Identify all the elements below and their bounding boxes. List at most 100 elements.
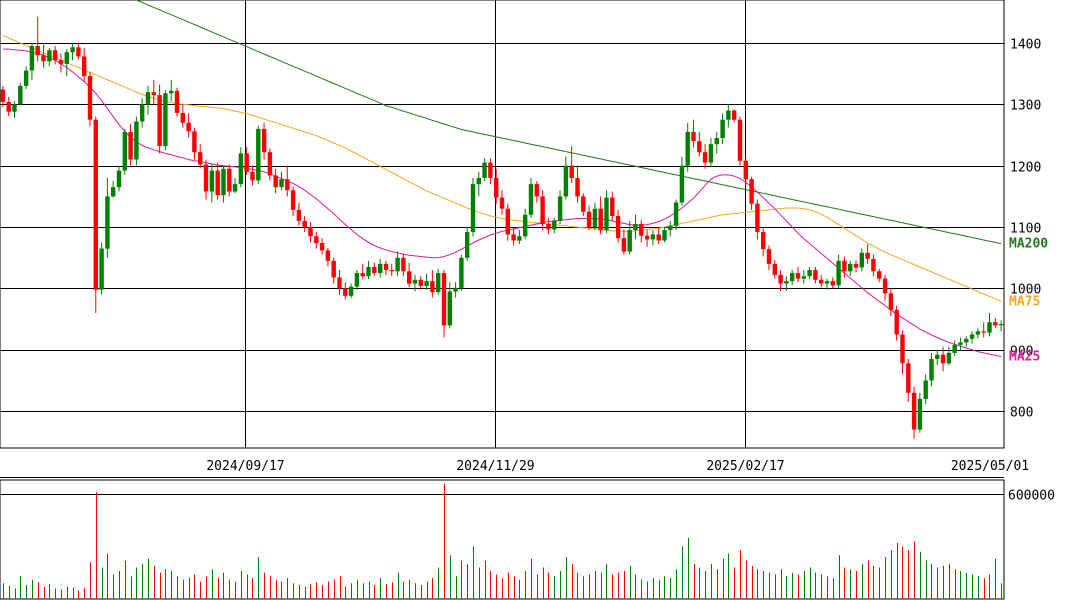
candle-body (894, 309, 899, 335)
candle-body (453, 287, 458, 292)
candle-body (378, 263, 383, 274)
candle-body (853, 263, 859, 268)
candle-body (424, 281, 429, 286)
candle-body (964, 338, 969, 343)
candle-body (517, 236, 522, 241)
candle-body (917, 398, 923, 430)
candle-body (505, 208, 510, 235)
candle-body (476, 178, 481, 185)
candle-body (238, 153, 244, 185)
price-tick-label: 1300 (1010, 99, 1041, 114)
candle-body (668, 225, 673, 231)
candle-body (848, 263, 853, 272)
volume-bars (3, 483, 1002, 599)
candle-body (975, 331, 981, 335)
candle-body (940, 354, 946, 364)
price-axis: 800 900 1000 1100 1200 1300 1400 (1010, 38, 1041, 421)
candle-body (459, 257, 464, 288)
candle-body (267, 152, 273, 176)
price-tick-label: 1400 (1010, 38, 1041, 53)
candle-body (436, 273, 441, 293)
candle-body (209, 170, 215, 192)
candle-body (296, 209, 302, 221)
candle-body (575, 178, 580, 197)
candle-body (981, 331, 986, 333)
candle-body (615, 216, 621, 239)
candle-body (308, 227, 313, 237)
candle-body (598, 208, 603, 231)
candle-body (412, 279, 418, 284)
candle-body (134, 121, 139, 160)
candle-body (987, 322, 992, 333)
candle-body (824, 281, 830, 284)
candle-body (946, 352, 952, 364)
candle-body (279, 179, 284, 188)
candle-body (998, 324, 1004, 326)
volume-tick-label: 600000 (1008, 489, 1055, 504)
candle-body (0, 89, 6, 102)
candle-body (697, 141, 702, 153)
candle-body (58, 60, 64, 64)
candle-body (227, 168, 232, 192)
candle-body (256, 128, 261, 181)
candle-body (627, 230, 632, 252)
candle-body (749, 179, 754, 204)
candle-body (465, 232, 470, 258)
candle-body (691, 131, 696, 142)
candle-body (186, 122, 191, 132)
price-tick-label: 900 (1010, 345, 1033, 360)
candle-body (273, 175, 278, 188)
candle-body (673, 202, 679, 226)
date-label: 2025/05/01 (951, 459, 1029, 474)
candle-body (511, 234, 516, 241)
candle-body (528, 184, 534, 215)
candle-body (29, 46, 35, 71)
candle-body (302, 220, 307, 227)
candle-body (737, 119, 743, 161)
candle-body (99, 248, 104, 290)
date-label: 2024/11/29 (456, 459, 534, 474)
candle-body (819, 279, 824, 284)
candle-body (319, 243, 325, 251)
date-label: 2025/02/17 (706, 459, 784, 474)
candle-body (401, 257, 406, 272)
candle-body (151, 92, 156, 96)
candle-body (644, 235, 650, 240)
candle-body (685, 131, 690, 166)
candle-body (128, 131, 133, 160)
candle-body (343, 288, 348, 296)
candle-body (360, 273, 365, 277)
date-axis: 2024/09/17 2024/11/29 2025/02/17 2025/05… (206, 459, 1029, 474)
price-tick-label: 800 (1010, 406, 1033, 421)
candle-body (23, 70, 29, 86)
candle-body (93, 119, 98, 290)
candle-body (64, 52, 69, 64)
candle-body (82, 56, 87, 77)
candle-body (87, 76, 93, 120)
candle-body (679, 165, 685, 203)
candle-body (911, 392, 917, 430)
candle-body (766, 249, 772, 264)
moving-average-lines (2, 0, 1002, 358)
candle-body (906, 363, 911, 393)
candle-body (145, 92, 151, 105)
candle-body (621, 238, 627, 252)
candle-body (830, 281, 835, 286)
ma200-label: MA200 (1009, 237, 1048, 252)
candle-body (888, 293, 894, 310)
candle-body (314, 236, 319, 244)
candle-body (592, 208, 598, 228)
candle-body (192, 131, 197, 153)
candle-body (929, 359, 934, 381)
candle-body (923, 380, 928, 399)
candle-body (47, 50, 52, 62)
ma25-label: MA25 (1009, 350, 1040, 365)
candle-body (993, 322, 998, 326)
candle-body (35, 46, 40, 56)
candle-body (656, 234, 661, 241)
candle-body (180, 112, 185, 123)
candle-body (604, 197, 609, 231)
candle-body (813, 270, 818, 280)
candle-body (586, 211, 592, 227)
candle-body (969, 334, 975, 339)
